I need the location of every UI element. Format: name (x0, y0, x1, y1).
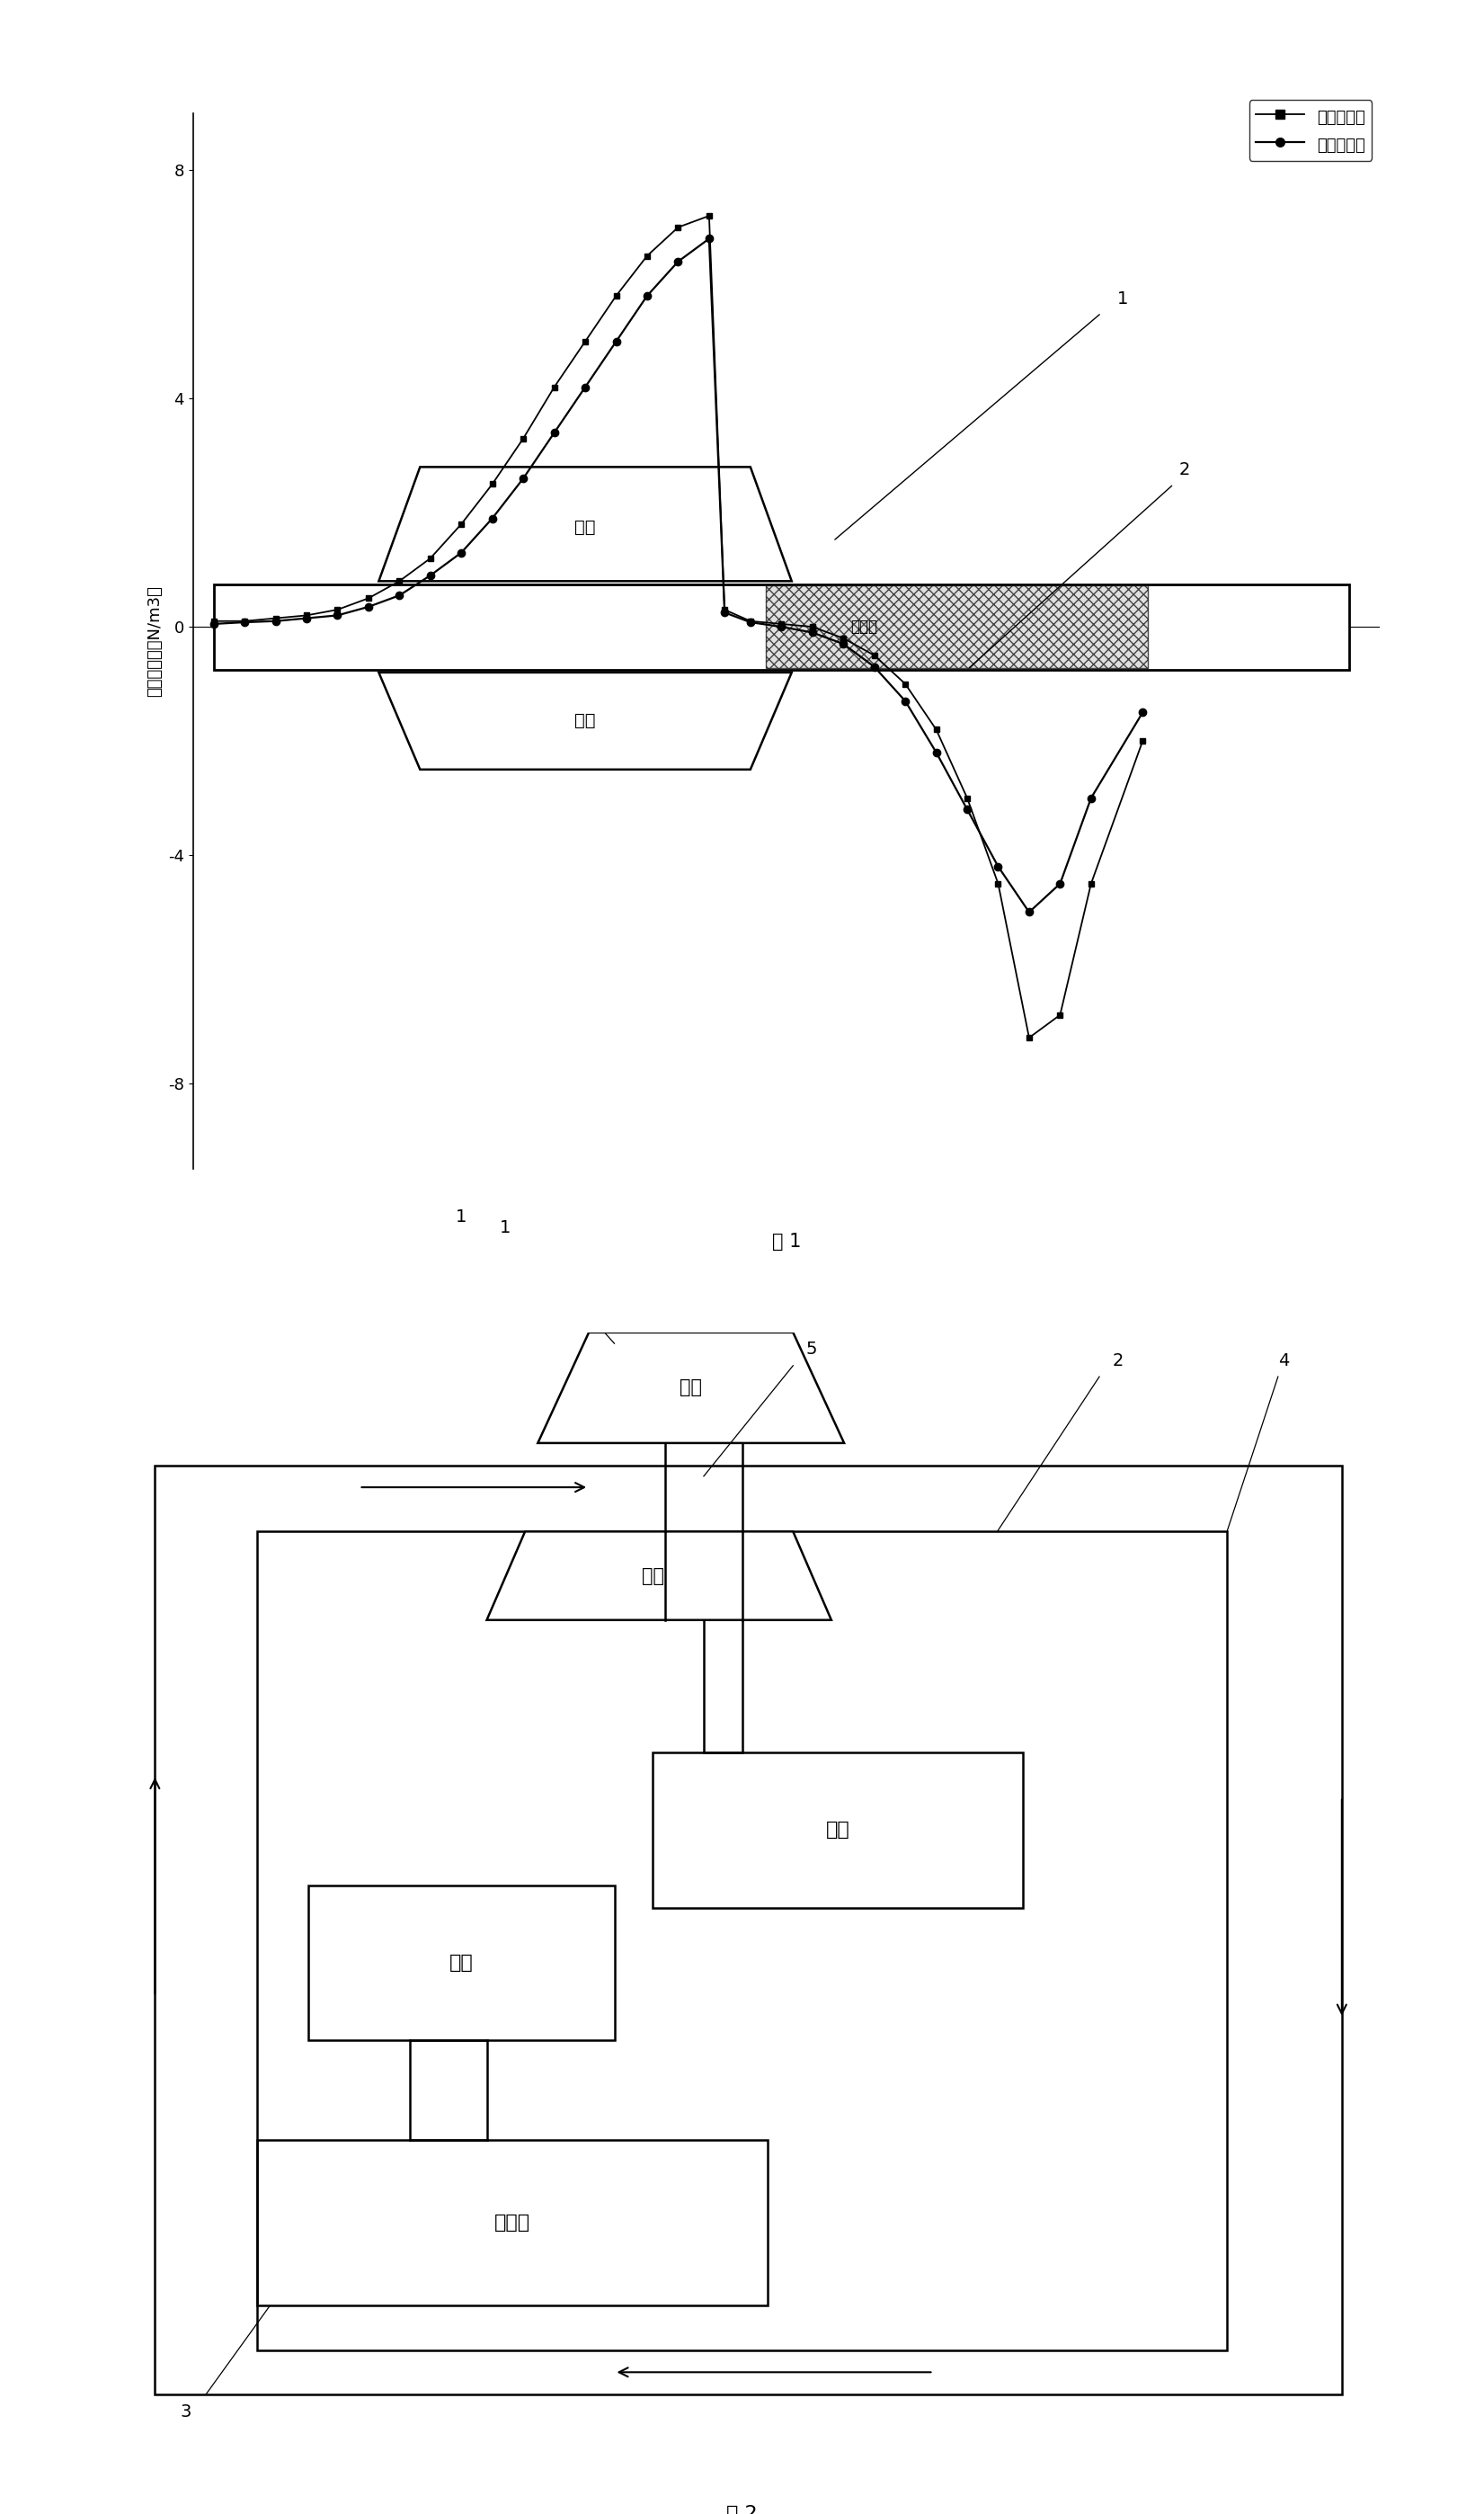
Bar (257, 2139, 767, 2305)
Bar (766, 586, 1147, 669)
Legend: 无热磁对流, 有热磁对流: 无热磁对流, 有热磁对流 (1250, 101, 1373, 161)
Text: 冷端: 冷端 (450, 1953, 473, 1971)
Text: 5: 5 (806, 1340, 818, 1358)
Text: 1: 1 (500, 1219, 510, 1237)
Polygon shape (487, 1531, 831, 1619)
Text: 图 2: 图 2 (727, 2504, 757, 2514)
Text: 3: 3 (181, 2403, 191, 2421)
Text: 2: 2 (1178, 463, 1190, 478)
Text: 1: 1 (456, 1209, 467, 1224)
Text: 4: 4 (1278, 1353, 1290, 1370)
Text: 散热器: 散热器 (494, 2215, 530, 2232)
Text: 图 1: 图 1 (772, 1232, 801, 1249)
Text: 加热区: 加热区 (850, 618, 877, 636)
Bar (653, 1752, 1022, 1908)
Bar (309, 1886, 614, 2041)
Text: 磁极: 磁极 (680, 1378, 702, 1398)
Text: 磁体: 磁体 (574, 711, 595, 729)
Bar (257, 1531, 1227, 2351)
Text: 磁极: 磁极 (641, 1566, 663, 1584)
Text: 1: 1 (1117, 289, 1128, 307)
Text: 2: 2 (1112, 1353, 1123, 1370)
Bar (154, 1466, 1342, 2393)
Text: 热端: 热端 (825, 1820, 850, 1840)
Bar (214, 583, 1349, 669)
Y-axis label: 轴线磁场力（N/m3）: 轴线磁场力（N/m3） (147, 586, 163, 696)
Text: 磁体: 磁体 (574, 518, 595, 535)
Polygon shape (537, 1332, 844, 1443)
